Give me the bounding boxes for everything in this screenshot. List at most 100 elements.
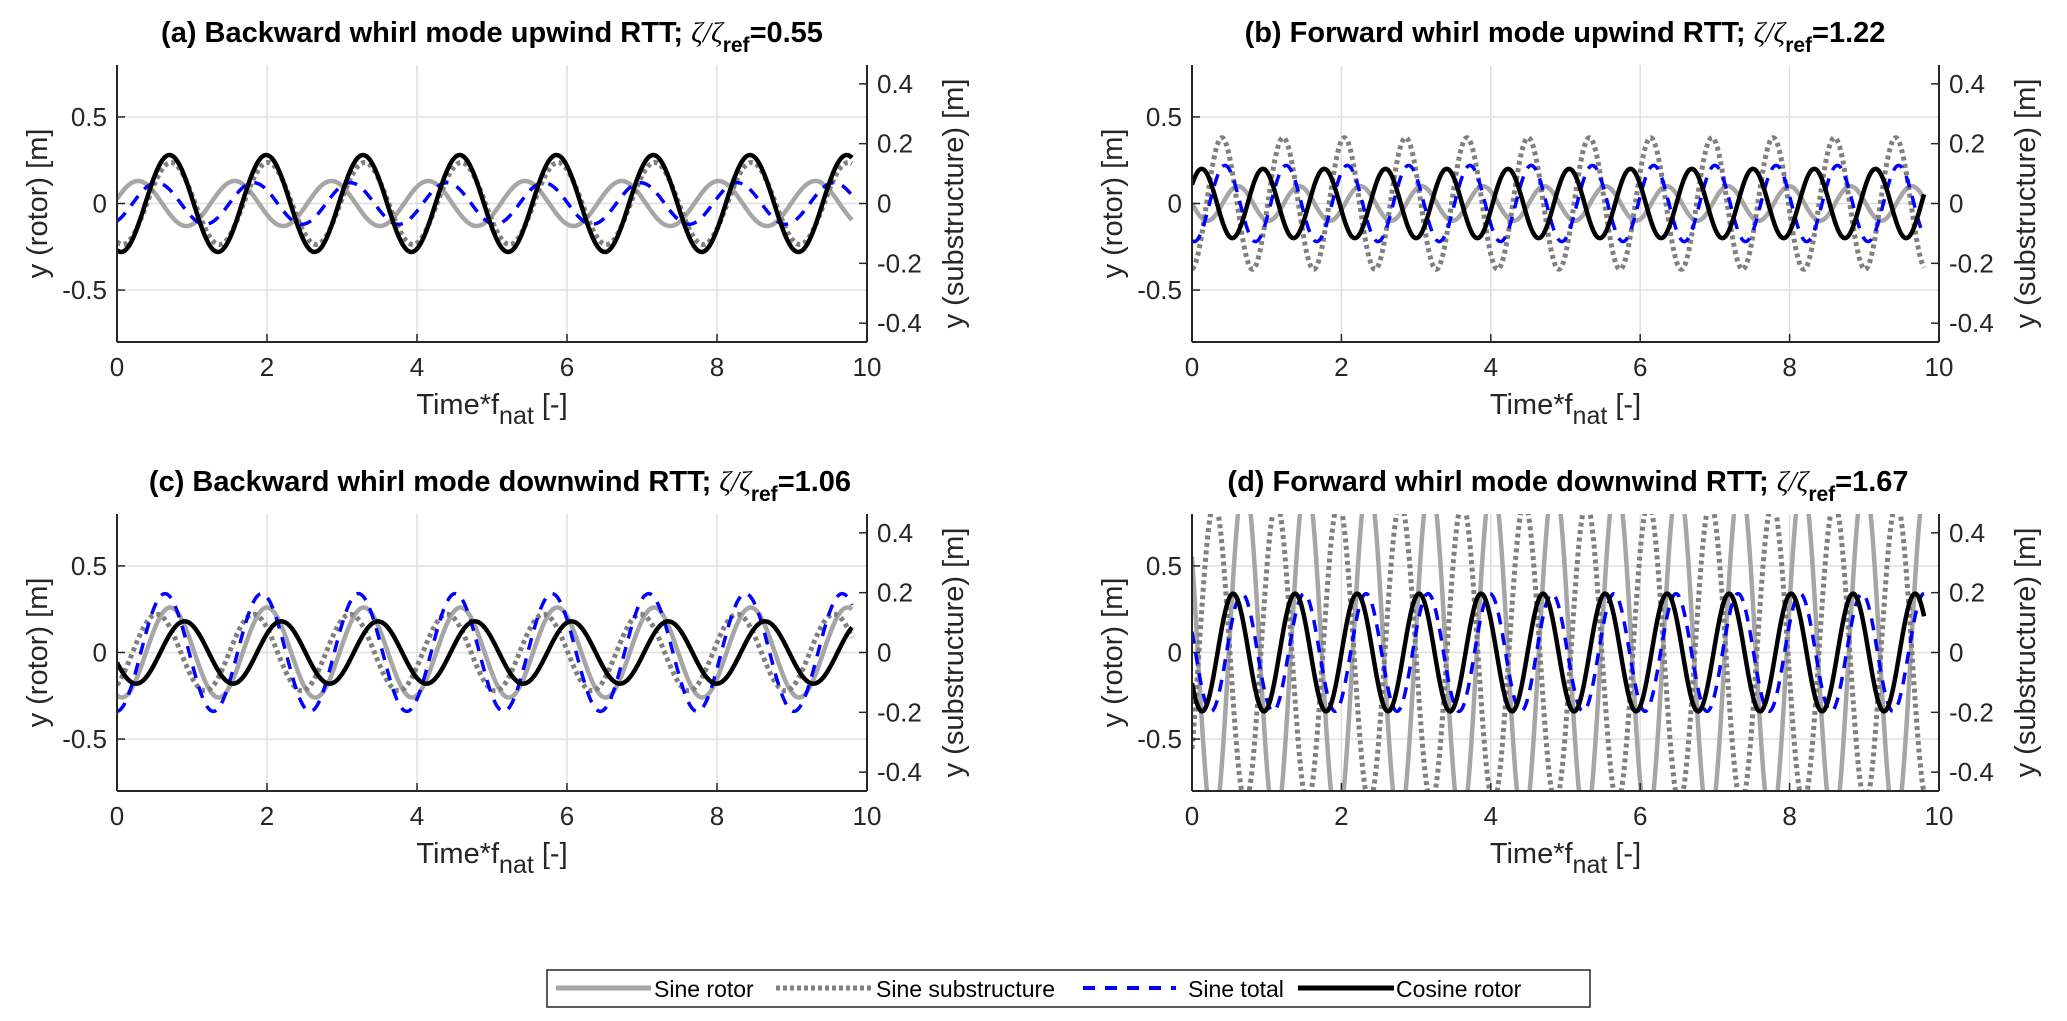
panel-title: (a) Backward whirl mode upwind RTT; ζ/ζr… [161,17,823,57]
x-tick-label: 4 [410,801,424,831]
x-tick-label: 0 [110,352,124,382]
x-tick-label: 10 [853,352,882,382]
title-ratio-symbol: ζ/ζ [1777,466,1811,498]
x-axis-label: Time*fnat [-] [1490,389,1641,430]
series-group [1192,135,1927,272]
y-right-tick-label: -0.2 [877,248,922,278]
axes: 0 2 4 6 8 10 -0.5 0 0.5 -0.4 -0.2 0 0.2 0.4 [1137,65,1994,382]
series-sine-total [1192,591,1925,714]
legend-label: Sine rotor [654,976,754,1002]
y-right-tick-label: -0.4 [877,308,922,338]
y-right-tick-label: 0.4 [1949,518,1985,548]
title-ratio-sub: ref [751,483,779,506]
y-right-tick-label: 0.2 [1949,129,1985,159]
x-tick-label: 0 [110,801,124,831]
title-ratio-sub: ref [1785,34,1813,57]
series-sine-total [117,180,854,227]
panel-title: (d) Forward whirl mode downwind RTT; ζ/ζ… [1227,466,1908,506]
y-left-tick-label: 0 [1168,189,1182,219]
legend-entry-sine-rotor: Sine rotor [556,976,754,1002]
y-left-tick-label: 0.5 [71,551,107,581]
series-group [1192,514,1927,791]
y-left-tick-label: -0.5 [62,724,107,754]
y-right-axis-label: y (substructure) [m] [938,528,970,778]
x-tick-label: 6 [1633,352,1647,382]
y-right-tick-label: -0.4 [1949,757,1994,787]
y-right-tick-label: -0.2 [1949,248,1994,278]
x-tick-label: 0 [1185,352,1199,382]
y-left-tick-label: 0 [93,189,107,219]
x-tick-label: 10 [1925,352,1954,382]
x-tick-label: 2 [1334,801,1348,831]
y-right-tick-label: 0.2 [877,129,913,159]
x-tick-label: 6 [560,352,574,382]
series-cosine-rotor [1192,591,1927,714]
x-axis-label: Time*fnat [-] [416,389,567,430]
series-sine-total [117,591,854,714]
series-cosine-rotor [1192,166,1927,241]
axes: 0 2 4 6 8 10 -0.5 0 0.5 -0.4 -0.2 0 0.2 0.4 [62,514,922,831]
x-axis-label: Time*fnat [-] [416,838,567,879]
y-right-tick-label: 0 [1949,189,1963,219]
y-right-tick-label: -0.4 [877,757,922,787]
series-group [117,152,854,255]
y-left-tick-label: 0 [93,638,107,668]
x-tick-label: 10 [853,801,882,831]
legend-box [546,969,1591,1008]
legend-entry-sine-total: Sine total [1083,976,1284,1002]
x-tick-label: 8 [710,801,724,831]
series-sine-substructure [1192,514,1927,791]
title-text: (a) Backward whirl mode upwind RTT; [161,17,691,49]
panel-d: (d) Forward whirl mode downwind RTT; ζ/ζ… [1097,466,2042,879]
y-left-tick-label: 0 [1168,638,1182,668]
axes: 0 2 4 6 8 10 -0.5 0 0.5 -0.4 -0.2 0 0.2 0.4 [1137,514,1994,831]
x-tick-label: 6 [560,801,574,831]
series-sine-rotor [1192,514,1923,791]
legend-label: Cosine rotor [1396,976,1522,1002]
y-left-axis-label: y (rotor) [m] [1097,578,1129,728]
series-sine-total [1192,163,1926,244]
axes: 0 2 4 6 8 10 -0.5 0 0.5 -0.4 -0.2 0 0.2 0.4 [62,65,922,382]
x-tick-label: 2 [260,352,274,382]
panel-c: (c) Backward whirl mode downwind RTT; ζ/… [22,466,970,879]
y-right-axis-label: y (substructure) [m] [2010,79,2042,329]
x-axis-label: Time*fnat [-] [1490,838,1641,879]
title-ratio-value: =0.55 [750,17,823,49]
panel-title: (b) Forward whirl mode upwind RTT; ζ/ζre… [1245,17,1886,57]
y-right-tick-label: -0.4 [1949,308,1994,338]
title-ratio-symbol: ζ/ζ [691,17,725,49]
grid [1192,65,1939,342]
title-ratio-sub: ref [1808,483,1836,506]
title-ratio-value: =1.67 [1835,466,1908,498]
y-left-axis-label: y (rotor) [m] [1097,129,1129,279]
title-text: (b) Forward whirl mode upwind RTT; [1245,17,1754,49]
series-sine-substructure [117,611,855,694]
y-right-tick-label: 0.4 [1949,69,1985,99]
x-tick-label: 4 [410,352,424,382]
y-right-axis-label: y (substructure) [m] [2010,528,2042,778]
y-left-axis-label: y (rotor) [m] [22,129,54,279]
y-left-tick-label: 0.5 [71,102,107,132]
y-right-tick-label: 0.4 [877,69,913,99]
y-left-tick-label: -0.5 [1137,275,1182,305]
x-tick-label: 10 [1925,801,1954,831]
x-tick-label: 0 [1185,801,1199,831]
y-right-tick-label: 0.2 [1949,578,1985,608]
x-tick-label: 2 [260,801,274,831]
series-cosine-rotor [117,619,854,686]
x-tick-label: 8 [710,352,724,382]
title-ratio-symbol: ζ/ζ [1754,17,1788,49]
title-ratio-symbol: ζ/ζ [719,466,753,498]
title-ratio-value: =1.06 [778,466,851,498]
panel-title: (c) Backward whirl mode downwind RTT; ζ/… [149,466,851,506]
x-tick-label: 4 [1484,801,1498,831]
series-sine-substructure [1192,135,1927,272]
series-sine-rotor [117,605,854,700]
x-tick-label: 8 [1782,352,1796,382]
y-right-tick-label: 0 [1949,638,1963,668]
panel-a: (a) Backward whirl mode upwind RTT; ζ/ζr… [22,17,970,430]
y-left-axis-label: y (rotor) [m] [22,578,54,728]
y-left-tick-label: 0.5 [1146,551,1182,581]
title-ratio-sub: ref [723,34,751,57]
